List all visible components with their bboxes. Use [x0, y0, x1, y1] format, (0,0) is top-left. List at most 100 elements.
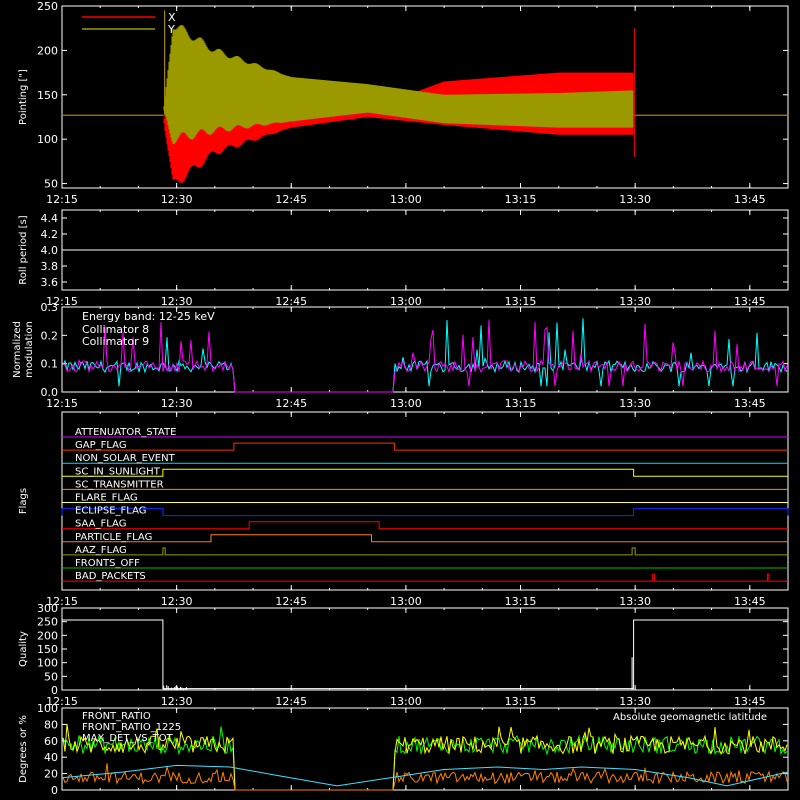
panel-frame	[61, 306, 789, 393]
flag-BAD_PACKETS: BAD_PACKETS	[62, 571, 788, 582]
legend-label-FRONT_RATIO_1225: FRONT_RATIO_1225	[82, 722, 181, 733]
y-axis-label: Pointing ["]	[18, 69, 29, 125]
pointing-plot	[62, 10, 788, 183]
legend-label-X: X	[168, 11, 176, 24]
y-tick-label: 0.1	[41, 358, 59, 371]
y-tick-label: 80	[44, 718, 58, 731]
y-tick-label: 0	[51, 684, 58, 697]
y-tick-label: 20	[44, 768, 58, 781]
flag-label: ATTENUATOR_STATE	[75, 427, 176, 438]
x-tick-label: 12:15	[46, 397, 78, 410]
series-FRONT_RATIO	[62, 724, 788, 791]
flag-line	[62, 573, 788, 582]
series-line	[62, 318, 788, 393]
flag-label: FLARE_FLAG	[75, 493, 138, 504]
y-axis-label: Degrees or %	[18, 715, 29, 783]
x-tick-label: 13:15	[505, 193, 537, 206]
flag-line	[61, 508, 789, 517]
flag-label: SAA_FLAG	[75, 519, 126, 530]
x-tick-label: 12:30	[161, 397, 193, 410]
flag-line	[62, 521, 788, 530]
y-tick-label: 250	[37, 0, 58, 13]
y-tick-label: 0.3	[41, 301, 59, 314]
y-tick-label: 200	[37, 629, 58, 642]
energy-band-annotation: Energy band: 12-25 keV	[82, 310, 215, 323]
x-tick-label: 12:15	[46, 295, 78, 308]
x-tick-label: 12:45	[275, 695, 307, 708]
flag-label: SC_TRANSMITTER	[75, 479, 164, 490]
y-tick-label: 300	[37, 602, 58, 615]
x-tick-label: 13:15	[505, 695, 537, 708]
y-tick-label: 3.6	[41, 276, 59, 289]
flag-GAP_FLAG: GAP_FLAG	[62, 440, 788, 451]
series-line	[62, 724, 788, 791]
flag-line	[62, 442, 788, 451]
flag-ECLIPSE_FLAG: ECLIPSE_FLAG	[61, 506, 789, 517]
flag-NON_SOLAR_EVENT: NON_SOLAR_EVENT	[62, 453, 788, 464]
x-tick-label: 12:45	[275, 295, 307, 308]
x-tick-label: 12:45	[275, 595, 307, 608]
x-tick-label: 12:30	[161, 595, 193, 608]
panel-3: 12:15 12:30 12:45 13:00 13:15 13:30 13:45 Flags…	[18, 411, 789, 608]
y-axis-label: Quality	[18, 631, 29, 667]
x-tick-label: 13:30	[619, 193, 651, 206]
panel-5: 0 20 40 60 80 100 Degrees or % FRONT_RATIOFRONT…	[18, 702, 789, 797]
flag-label: ECLIPSE_FLAG	[75, 506, 146, 517]
flag-label: BAD_PACKETS	[75, 571, 146, 582]
flag-ATTENUATOR_STATE: ATTENUATOR_STATE	[62, 427, 788, 438]
series-Y	[62, 10, 788, 145]
x-tick-label: 13:45	[734, 295, 766, 308]
flag-label: NON_SOLAR_EVENT	[75, 453, 176, 464]
panel-frame	[61, 411, 789, 591]
geomagnetic-latitude-line	[61, 764, 789, 787]
panel-4: 12:15 12:30 12:45 13:00 13:15 13:30 13:45 05010…	[18, 602, 789, 708]
y-tick-label: 0.2	[41, 329, 59, 342]
panel-0: 12:15 12:30 12:45 13:00 13:15 13:30 13:45 50 100…	[18, 0, 789, 206]
legend-label-Collimator-8: Collimator 8	[82, 323, 149, 336]
panel-frame	[61, 707, 789, 791]
y-tick-label: 100	[37, 702, 58, 715]
x-tick-label: 13:15	[505, 397, 537, 410]
x-tick-label: 13:30	[619, 397, 651, 410]
panel-2: 12:15 12:30 12:45 13:00 13:15 13:30 13:45 0.0 0.…	[12, 301, 789, 410]
series-line	[62, 726, 788, 791]
y-tick-label: 100	[37, 133, 58, 146]
x-tick-label: 12:30	[161, 695, 193, 708]
panel-1: 12:15 12:30 12:45 13:00 13:15 13:30 13:45 3.6 3.…	[18, 209, 789, 308]
y-tick-label: 0.0	[41, 386, 59, 399]
flag-label: FRONTS_OFF	[75, 558, 140, 569]
series-line	[62, 319, 788, 393]
flag-SAA_FLAG: SAA_FLAG	[62, 519, 788, 530]
x-tick-label: 13:15	[505, 595, 537, 608]
series-FRONT_RATIO_1225	[62, 726, 788, 791]
legend-label-Y: Y	[167, 23, 175, 36]
flag-line	[62, 468, 788, 477]
x-tick-label: 12:15	[46, 695, 78, 708]
x-tick-label: 13:00	[390, 193, 422, 206]
flag-FLARE_FLAG: FLARE_FLAG	[62, 493, 788, 504]
y-tick-label: 0	[51, 784, 58, 797]
y-tick-label: 3.8	[41, 260, 59, 273]
y-tick-label: 100	[37, 657, 58, 670]
y-tick-label: 150	[37, 643, 58, 656]
flag-line	[62, 547, 788, 556]
panel-frame	[61, 5, 789, 189]
quality-line	[62, 619, 788, 690]
series-Collimator-9	[62, 319, 788, 393]
x-tick-label: 12:45	[275, 397, 307, 410]
y-tick-label: 50	[44, 178, 58, 191]
x-tick-label: 13:00	[390, 295, 422, 308]
flag-PARTICLE_FLAG: PARTICLE_FLAG	[62, 532, 788, 543]
y-tick-label: 4.2	[41, 228, 59, 241]
flag-line	[62, 534, 788, 543]
flag-AAZ_FLAG: AAZ_FLAG	[62, 545, 788, 556]
flag-SC_IN_SUNLIGHT: SC_IN_SUNLIGHT	[62, 466, 788, 477]
flag-label: SC_IN_SUNLIGHT	[75, 466, 161, 477]
x-tick-label: 12:15	[46, 193, 78, 206]
x-tick-label: 13:45	[734, 193, 766, 206]
x-tick-label: 13:00	[390, 695, 422, 708]
x-tick-label: 13:00	[390, 397, 422, 410]
x-tick-label: 12:45	[275, 193, 307, 206]
y-tick-label: 150	[37, 89, 58, 102]
